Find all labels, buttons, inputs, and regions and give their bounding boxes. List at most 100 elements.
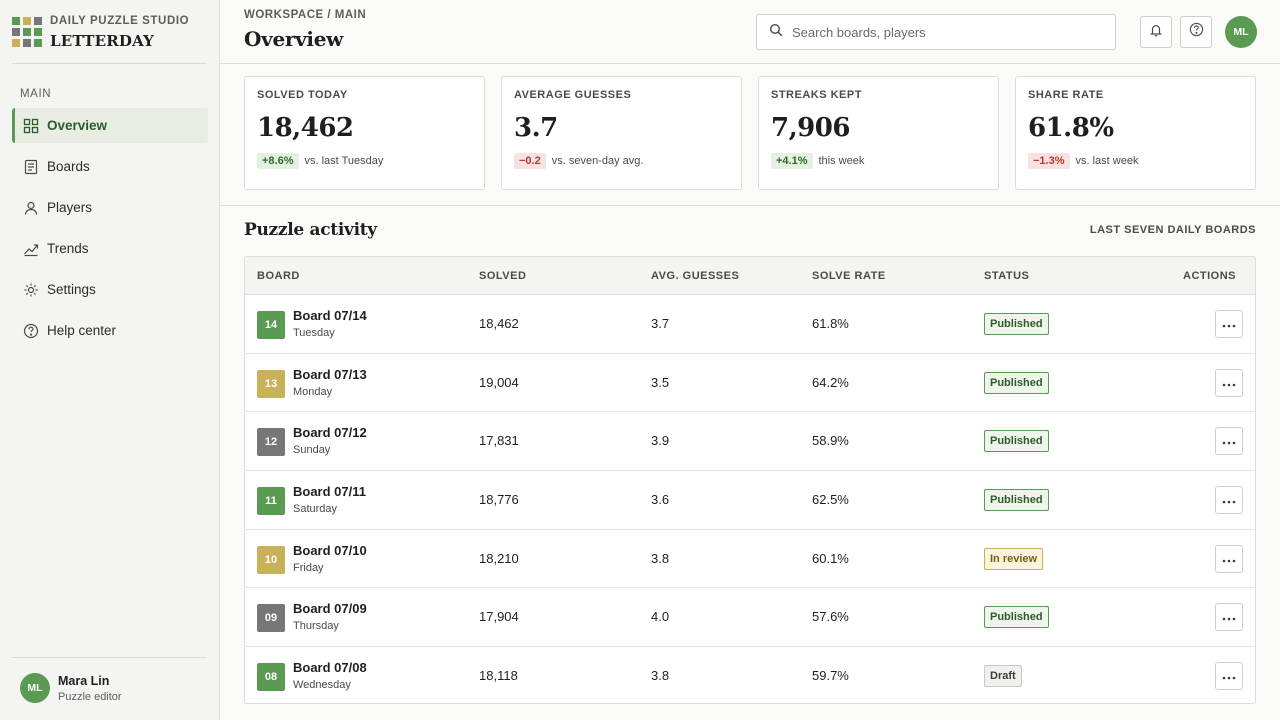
table-row[interactable]: 13 Board 07/13 Monday 19,004 3.5 64.2% P… xyxy=(245,354,1255,413)
board-name[interactable]: Board 07/13 xyxy=(293,366,367,382)
board-tile: 09 xyxy=(257,604,285,633)
sidebar-item-boards[interactable]: Boards xyxy=(12,149,208,184)
board-tile: 08 xyxy=(257,663,285,692)
stat-card-streaks-kept: STREAKS KEPT 7,906 +4.1% this week xyxy=(758,76,999,190)
board-day: Wednesday xyxy=(293,679,351,692)
nav-section-label: MAIN xyxy=(20,88,52,100)
sidebar-item-trends[interactable]: Trends xyxy=(12,231,208,266)
bell-icon xyxy=(1149,23,1163,42)
table-row[interactable]: 10 Board 07/10 Friday 18,210 3.8 60.1% I… xyxy=(245,530,1255,589)
search-box[interactable] xyxy=(756,14,1116,50)
column-header-solve-rate[interactable]: SOLVE RATE xyxy=(812,270,886,282)
solved-count: 19,004 xyxy=(479,374,519,390)
notifications-button[interactable] xyxy=(1140,16,1172,48)
board-day: Saturday xyxy=(293,503,338,516)
status-badge: Published xyxy=(984,430,1049,453)
puzzle-activity-table: BOARD SOLVED AVG. GUESSES SOLVE RATE STA… xyxy=(244,256,1256,704)
solve-rate: 57.6% xyxy=(812,609,849,625)
solved-count: 17,831 xyxy=(479,433,519,449)
stat-delta-badge: +4.1% xyxy=(771,153,813,169)
help-button[interactable] xyxy=(1180,16,1212,48)
row-actions-button[interactable] xyxy=(1215,427,1243,456)
stat-note: vs. last week xyxy=(1075,155,1139,167)
sidebar-nav: Overview Boards Players Trends Settings xyxy=(12,108,208,354)
stat-value: 7,906 xyxy=(771,113,850,143)
table-row[interactable]: 11 Board 07/11 Saturday 18,776 3.6 62.5%… xyxy=(245,471,1255,530)
stat-note: vs. last Tuesday xyxy=(304,155,384,167)
avg-guesses: 3.8 xyxy=(651,550,670,566)
solve-rate: 62.5% xyxy=(812,492,849,508)
row-actions-button[interactable] xyxy=(1215,662,1243,691)
user-icon xyxy=(23,200,39,216)
column-header-status[interactable]: STATUS xyxy=(984,270,1030,282)
solve-rate: 61.8% xyxy=(812,316,849,331)
help-icon xyxy=(1189,22,1204,42)
sidebar-item-overview[interactable]: Overview xyxy=(12,108,208,143)
board-name[interactable]: Board 07/11 xyxy=(293,484,366,500)
row-actions-button[interactable] xyxy=(1215,368,1243,397)
avg-guesses: 3.8 xyxy=(651,668,670,684)
column-header-solved[interactable]: SOLVED xyxy=(479,270,527,282)
table-row[interactable]: 08 Board 07/08 Wednesday 18,118 3.8 59.7… xyxy=(245,647,1255,703)
board-name[interactable]: Board 07/09 xyxy=(293,601,367,617)
user-role: Puzzle editor xyxy=(58,690,122,703)
user-profile[interactable]: ML Mara Lin Puzzle editor xyxy=(20,673,122,703)
brand[interactable]: DAILY PUZZLE STUDIO LETTERDAY xyxy=(12,10,189,54)
brand-eyebrow: DAILY PUZZLE STUDIO xyxy=(50,14,190,27)
board-tile: 14 xyxy=(257,311,285,339)
document-icon xyxy=(23,159,39,175)
search-icon xyxy=(769,23,783,42)
sidebar-item-label: Players xyxy=(47,200,93,215)
board-name[interactable]: Board 07/10 xyxy=(293,542,367,558)
solve-rate: 58.9% xyxy=(812,433,849,449)
table-header: BOARD SOLVED AVG. GUESSES SOLVE RATE STA… xyxy=(245,257,1255,295)
more-icon xyxy=(1222,550,1236,568)
account-avatar[interactable]: ML xyxy=(1225,16,1257,48)
trend-icon xyxy=(23,241,39,257)
table-row[interactable]: 12 Board 07/12 Sunday 17,831 3.9 58.9% P… xyxy=(245,412,1255,472)
solved-count: 18,462 xyxy=(479,316,519,331)
sidebar-item-settings[interactable]: Settings xyxy=(12,272,208,307)
board-day: Sunday xyxy=(293,444,331,457)
avg-guesses: 3.5 xyxy=(651,374,670,390)
sidebar-item-label: Help center xyxy=(47,323,117,338)
row-actions-button[interactable] xyxy=(1215,603,1243,632)
more-icon xyxy=(1222,374,1236,392)
section-title: Puzzle activity xyxy=(244,220,377,240)
avg-guesses: 3.7 xyxy=(651,316,670,331)
status-badge: Draft xyxy=(984,665,1022,688)
column-header-actions: ACTIONS xyxy=(1183,270,1236,282)
board-name[interactable]: Board 07/12 xyxy=(293,425,367,441)
row-actions-button[interactable] xyxy=(1215,544,1243,573)
stat-card-average-guesses: AVERAGE GUESSES 3.7 −0.2 vs. seven-day a… xyxy=(501,76,742,190)
sidebar-item-help-center[interactable]: Help center xyxy=(12,313,208,348)
gear-icon xyxy=(23,282,39,298)
status-badge: Published xyxy=(984,606,1049,629)
more-icon xyxy=(1222,491,1236,509)
stat-card-share-rate: SHARE RATE 61.8% −1.3% vs. last week xyxy=(1015,76,1256,190)
table-row[interactable]: 09 Board 07/09 Thursday 17,904 4.0 57.6%… xyxy=(245,588,1255,648)
board-day: Thursday xyxy=(293,620,339,633)
column-header-avg-guesses[interactable]: AVG. GUESSES xyxy=(651,270,740,282)
brand-name: LETTERDAY xyxy=(50,31,155,50)
column-header-board[interactable]: BOARD xyxy=(257,270,300,282)
board-tile: 12 xyxy=(257,428,285,457)
board-name[interactable]: Board 07/08 xyxy=(293,660,367,676)
board-name[interactable]: Board 07/14 xyxy=(293,308,367,323)
stat-value: 3.7 xyxy=(514,113,558,143)
solve-rate: 59.7% xyxy=(812,668,849,684)
search-input[interactable] xyxy=(792,24,1112,40)
row-actions-button[interactable] xyxy=(1215,310,1243,338)
sidebar-item-players[interactable]: Players xyxy=(12,190,208,225)
row-actions-button[interactable] xyxy=(1215,486,1243,515)
more-icon xyxy=(1222,608,1236,626)
sidebar: DAILY PUZZLE STUDIO LETTERDAY MAIN Overv… xyxy=(0,0,220,720)
avg-guesses: 3.9 xyxy=(651,433,670,449)
sidebar-item-label: Overview xyxy=(47,118,108,133)
user-name: Mara Lin xyxy=(58,673,110,688)
stat-label: AVERAGE GUESSES xyxy=(514,89,632,101)
page-title: Overview xyxy=(244,27,344,51)
table-row[interactable]: 14 Board 07/14 Tuesday 18,462 3.7 61.8% … xyxy=(245,295,1255,354)
stat-delta-badge: +8.6% xyxy=(257,153,299,169)
solved-count: 18,118 xyxy=(479,668,518,684)
